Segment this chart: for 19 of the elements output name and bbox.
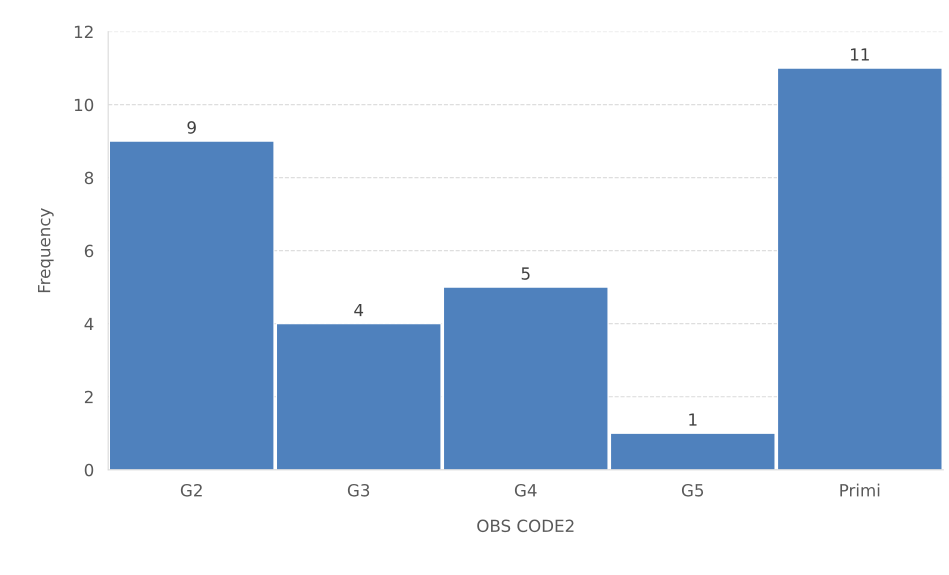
- y-tick-label: 6: [84, 244, 94, 258]
- x-tick-label: G3: [348, 484, 370, 497]
- y-tick-label: 2: [84, 390, 93, 404]
- y-tick-label: 10: [74, 98, 94, 112]
- data-label: 1: [689, 413, 697, 426]
- x-tick-label: G4: [514, 484, 537, 497]
- data-label: 4: [354, 304, 364, 316]
- y-axis-title: Frequency: [38, 208, 54, 292]
- y-tick-label: 8: [84, 172, 94, 184]
- x-tick-label: G5: [682, 484, 704, 497]
- data-label: 11: [851, 48, 869, 61]
- data-label: 9: [187, 121, 196, 134]
- x-tick-label: G2: [180, 484, 202, 497]
- y-tick-label: 0: [84, 464, 94, 476]
- x-tick-label: Primi: [840, 484, 880, 496]
- y-tick-label: 12: [74, 26, 93, 38]
- x-axis-title: OBS CODE2: [477, 520, 574, 532]
- data-label: 5: [522, 267, 530, 280]
- y-tick-label: 4: [84, 318, 94, 330]
